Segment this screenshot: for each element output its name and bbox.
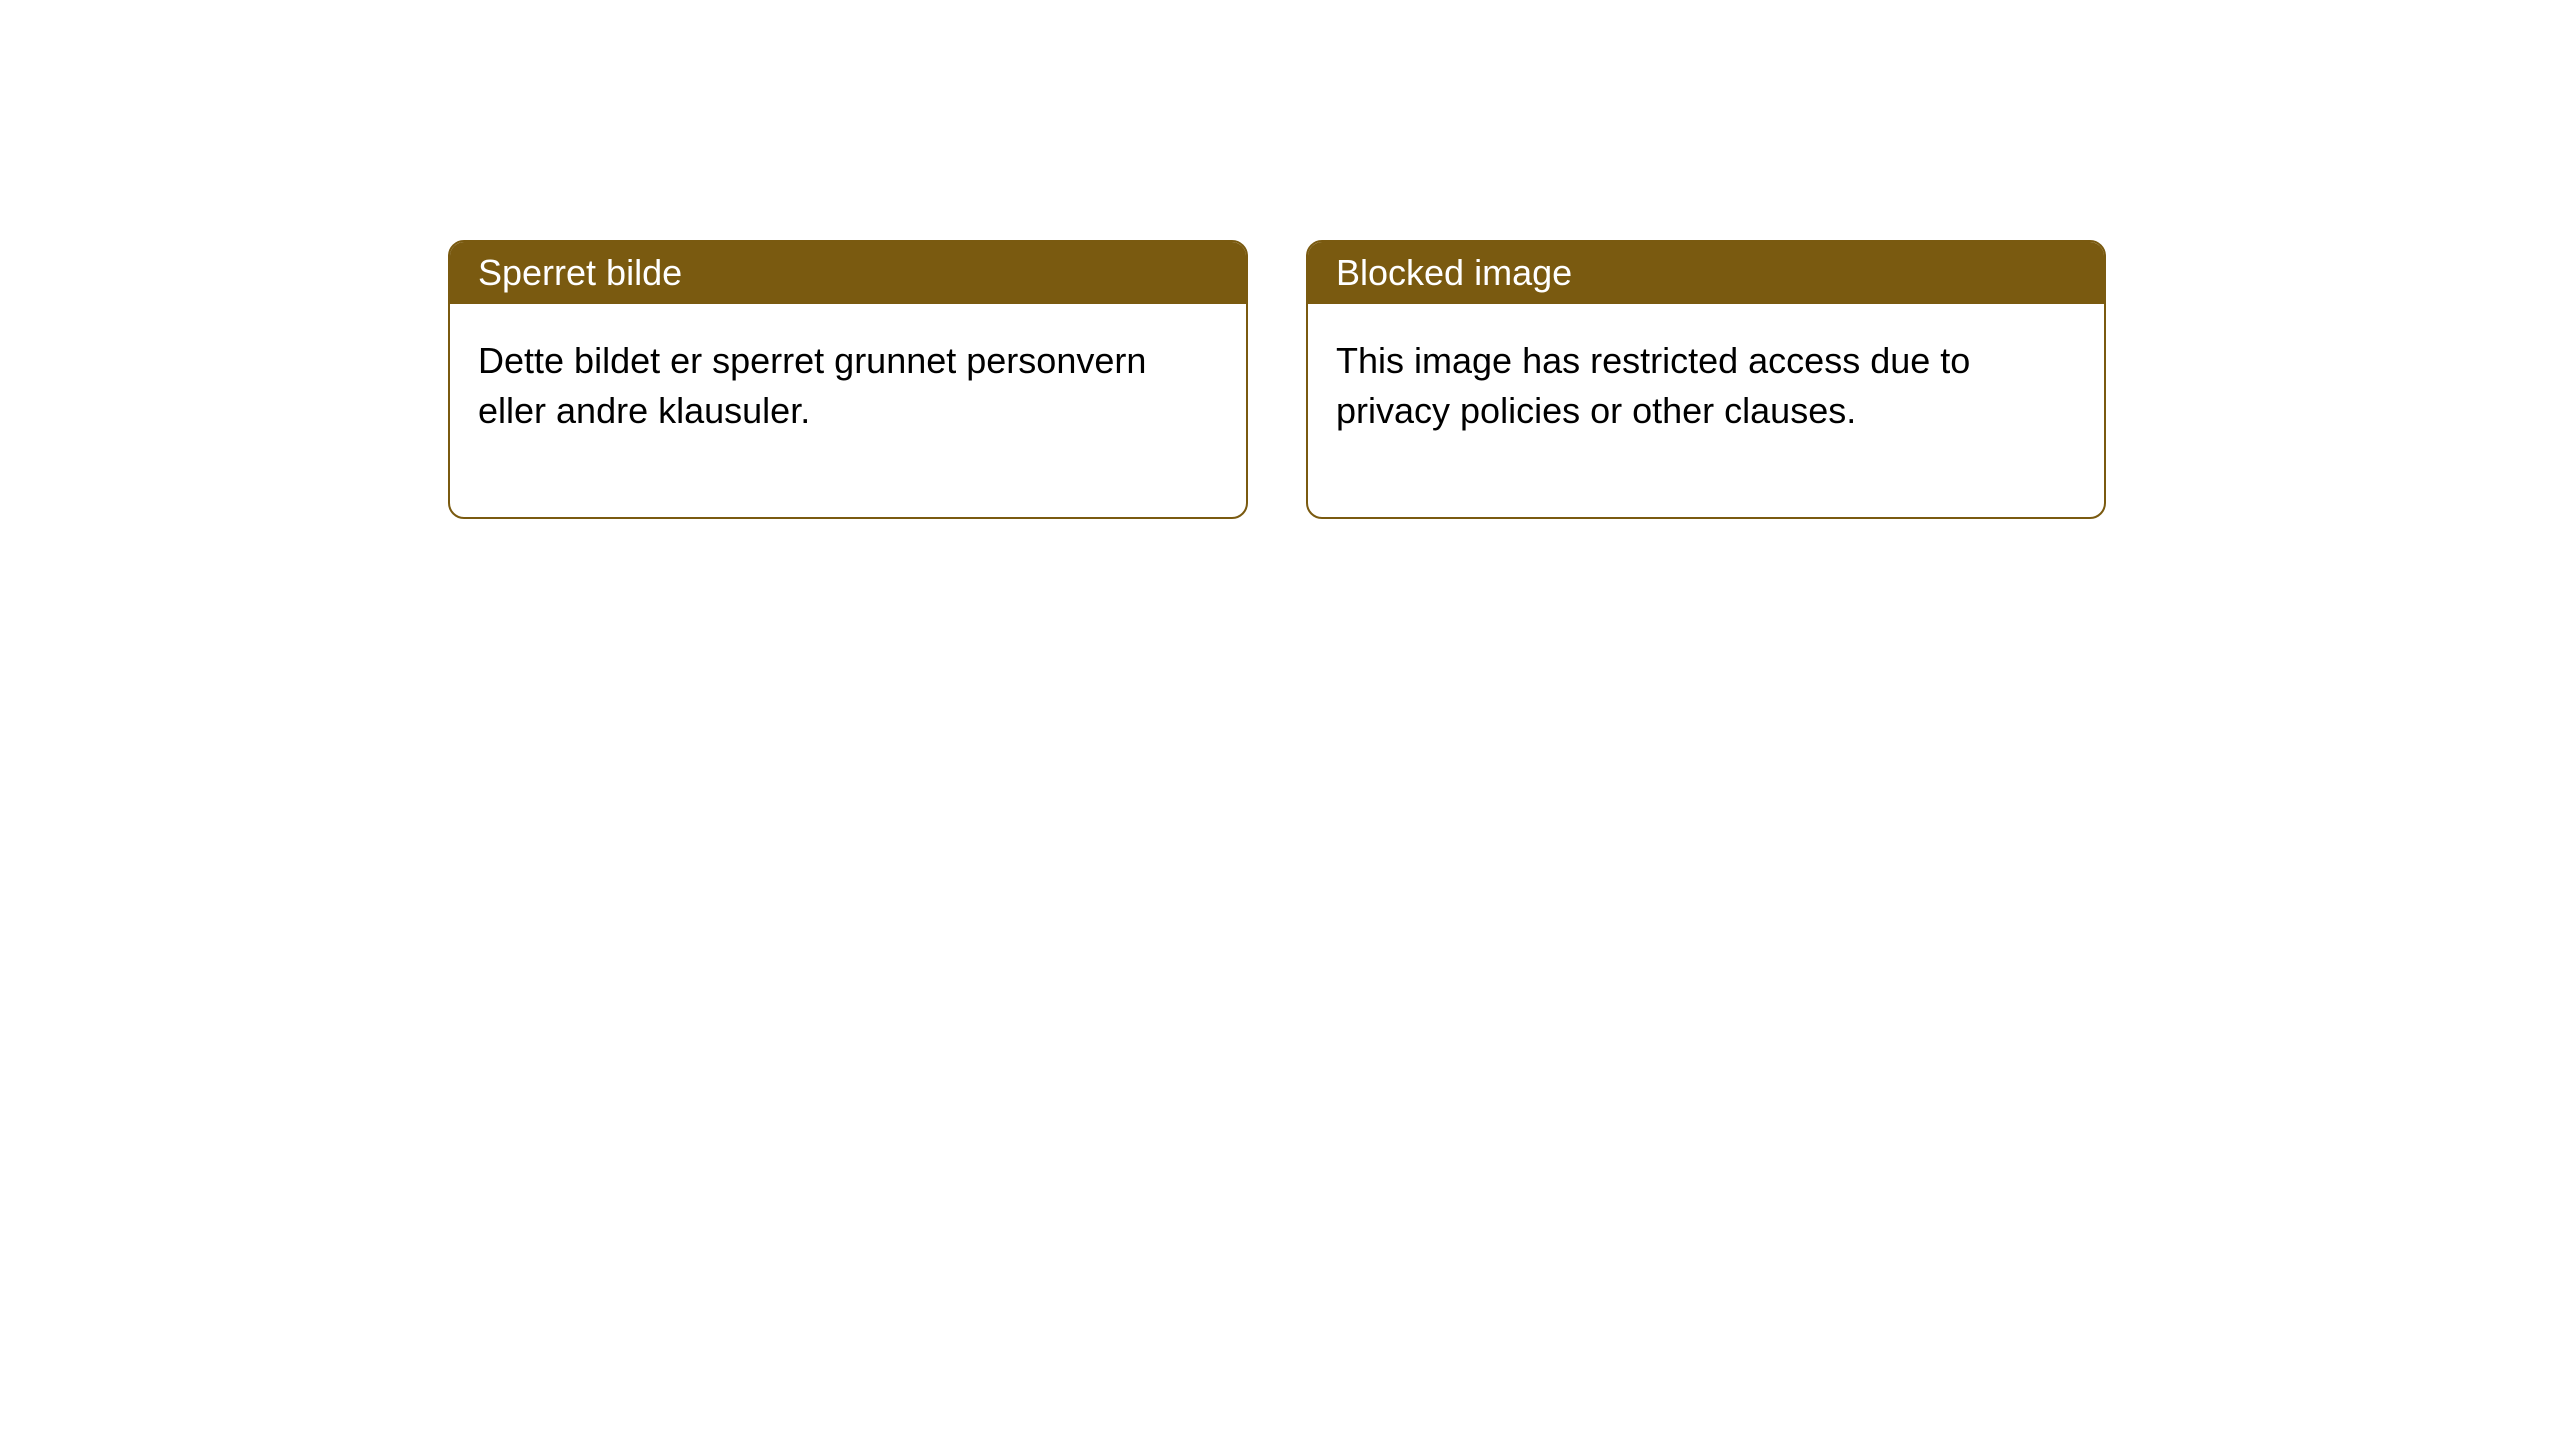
card-header: Blocked image bbox=[1308, 242, 2104, 304]
notice-container: Sperret bilde Dette bildet er sperret gr… bbox=[448, 240, 2106, 519]
blocked-image-card-en: Blocked image This image has restricted … bbox=[1306, 240, 2106, 519]
blocked-image-card-no: Sperret bilde Dette bildet er sperret gr… bbox=[448, 240, 1248, 519]
card-body: This image has restricted access due to … bbox=[1308, 304, 2104, 517]
card-body: Dette bildet er sperret grunnet personve… bbox=[450, 304, 1246, 517]
card-header: Sperret bilde bbox=[450, 242, 1246, 304]
